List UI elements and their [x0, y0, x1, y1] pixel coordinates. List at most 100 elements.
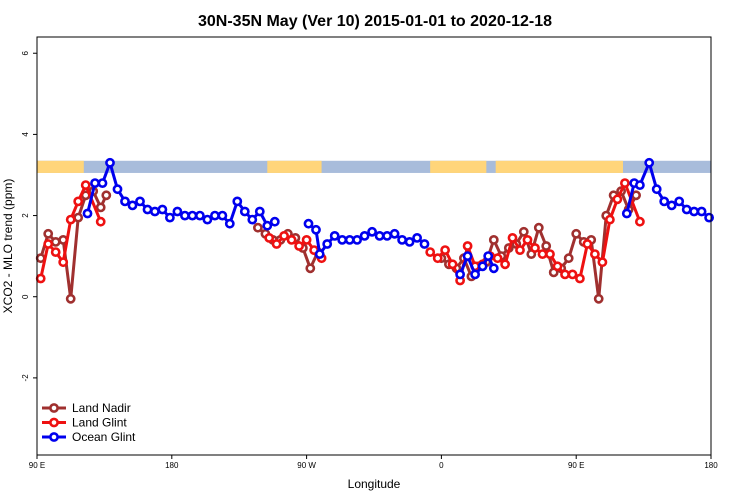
data-point-ocean-glint [651, 184, 662, 195]
data-point-ocean-glint [247, 214, 258, 225]
data-point-ocean-glint [239, 206, 250, 217]
legend-item-ocean-glint: Ocean Glint [42, 430, 136, 444]
data-point-ocean-glint [311, 224, 321, 235]
data-point-land-nadir [593, 293, 604, 304]
data-point-land-nadir [541, 241, 552, 251]
data-point-land-nadir [488, 234, 499, 245]
data-point-land-glint [73, 196, 84, 207]
land-band-segment [37, 160, 84, 173]
x-tick-label: 90 E [29, 461, 45, 470]
data-point-ocean-glint [179, 210, 190, 221]
data-point-land-glint [575, 273, 585, 284]
data-point-ocean-glint [621, 208, 632, 219]
data-point-ocean-glint [224, 218, 235, 229]
data-point-ocean-glint [127, 200, 138, 211]
data-point-land-nadir [563, 253, 574, 264]
x-tick-label: 90 W [297, 461, 316, 470]
data-point-land-glint [301, 234, 312, 245]
data-point-ocean-glint [82, 208, 93, 219]
x-tick-label: 90 E [568, 461, 584, 470]
data-point-ocean-glint [644, 157, 655, 168]
legend-item-land-nadir: Land Nadir [42, 401, 131, 415]
data-point-ocean-glint [704, 212, 714, 223]
x-tick-label: 180 [704, 461, 718, 470]
data-point-land-glint [582, 239, 593, 249]
x-tick-label: 0 [439, 461, 444, 470]
data-point-land-glint [462, 241, 473, 251]
data-point-land-glint [425, 247, 436, 257]
data-point-ocean-glint [269, 216, 280, 227]
data-point-land-glint [560, 269, 570, 280]
x-axis-label: Longitude [348, 477, 401, 491]
series-ocean-glint [82, 157, 714, 280]
data-point-land-nadir [65, 293, 76, 304]
legend-label: Land Glint [72, 416, 127, 430]
data-point-ocean-glint [112, 184, 123, 195]
data-point-land-glint [507, 232, 518, 243]
data-point-ocean-glint [681, 204, 692, 215]
y-tick-label: 4 [21, 132, 30, 137]
data-point-ocean-glint [477, 261, 488, 272]
data-point-ocean-glint [483, 251, 494, 261]
data-point-land-glint [597, 257, 608, 268]
data-point-land-glint [65, 214, 76, 225]
data-point-ocean-glint [172, 206, 183, 217]
data-point-ocean-glint [120, 196, 130, 207]
data-point-ocean-glint [303, 218, 314, 229]
data-point-ocean-glint [455, 269, 465, 280]
data-point-ocean-glint [382, 230, 392, 241]
data-point-ocean-glint [202, 214, 213, 225]
data-point-land-glint [545, 249, 555, 259]
data-point-ocean-glint [254, 206, 265, 217]
data-point-ocean-glint [194, 210, 205, 221]
data-point-ocean-glint [149, 206, 160, 217]
data-point-land-glint [522, 234, 533, 245]
data-point-ocean-glint [635, 180, 645, 190]
data-point-land-nadir [101, 190, 112, 201]
data-point-land-glint [492, 253, 503, 264]
data-point-land-glint [271, 239, 282, 249]
data-point-ocean-glint [367, 226, 377, 237]
data-point-ocean-glint [262, 220, 273, 231]
data-point-land-glint [567, 269, 578, 280]
data-point-ocean-glint [470, 269, 480, 280]
data-point-land-glint [80, 180, 91, 190]
land-ocean-band [37, 160, 711, 173]
y-axis: -2 0 2 4 6 [21, 50, 37, 381]
y-axis-label: XCO2 - MLO trend (ppm) [1, 179, 15, 314]
data-point-land-glint [95, 216, 106, 227]
data-point-ocean-glint [397, 234, 407, 245]
data-point-ocean-glint [462, 251, 473, 261]
data-point-ocean-glint [389, 228, 400, 239]
land-band-segment [430, 160, 487, 173]
data-point-ocean-glint [157, 204, 168, 215]
data-point-ocean-glint [374, 230, 385, 241]
legend-label: Land Nadir [72, 401, 131, 415]
legend-label: Ocean Glint [72, 430, 136, 444]
data-point-ocean-glint [314, 249, 325, 259]
data-point-land-nadir [95, 202, 106, 213]
data-point-land-glint [294, 241, 304, 251]
data-point-land-nadir [631, 190, 641, 201]
data-point-land-glint [635, 216, 645, 227]
chart-title: 30N-35N May (Ver 10) 2015-01-01 to 2020-… [198, 13, 552, 30]
data-point-land-glint [279, 230, 289, 241]
data-point-land-glint [264, 232, 275, 243]
data-point-ocean-glint [488, 263, 499, 274]
legend-item-land-glint: Land Glint [42, 416, 127, 430]
data-point-ocean-glint [187, 210, 198, 221]
data-point-land-nadir [50, 236, 61, 247]
data-point-land-glint [500, 259, 510, 270]
y-tick-label: 6 [21, 50, 30, 55]
data-point-ocean-glint [412, 232, 422, 243]
data-point-land-glint [537, 249, 548, 259]
data-point-land-nadir [305, 263, 316, 274]
legend-swatch-marker [49, 403, 59, 413]
data-point-ocean-glint [209, 210, 220, 221]
data-point-land-glint [605, 214, 615, 225]
data-point-land-nadir [518, 226, 529, 237]
data-point-ocean-glint [337, 234, 348, 245]
